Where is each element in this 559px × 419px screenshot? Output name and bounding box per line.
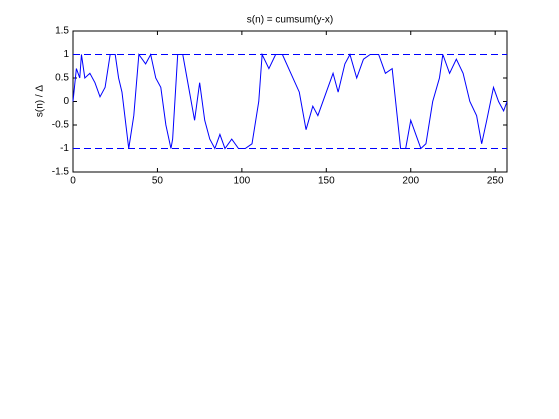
y-tick-label: 1: [63, 49, 69, 60]
x-tick-label: 250: [487, 176, 504, 187]
y-tick-label: 1.5: [55, 26, 69, 37]
x-tick-label: 200: [402, 176, 419, 187]
x-tick-label: 100: [234, 176, 251, 187]
y-tick-label: -0.5: [52, 120, 70, 131]
y-tick-label: -1: [60, 143, 69, 154]
chart-title: s(n) = cumsum(y-x): [247, 15, 333, 26]
y-tick-label: -1.5: [52, 167, 70, 178]
x-tick-label: 150: [318, 176, 335, 187]
y-axis-label: s(n) / Δ: [35, 85, 46, 118]
x-tick-label: 50: [152, 176, 164, 187]
data-line: [72, 52, 508, 150]
y-tick-label: 0: [63, 96, 69, 107]
x-tick-label: 0: [70, 176, 76, 187]
y-tick-label: 0.5: [55, 73, 69, 84]
plot-area: [72, 30, 508, 173]
